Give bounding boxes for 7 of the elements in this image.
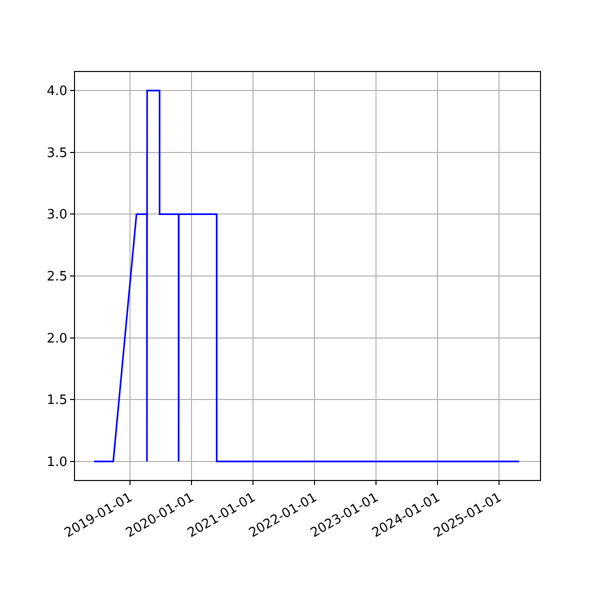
y-tick-label: 2.0 xyxy=(46,331,68,346)
y-tick-label: 4.0 xyxy=(46,84,68,100)
y-tick-label: 3.5 xyxy=(46,146,68,161)
y-tick-label: 3.0 xyxy=(46,208,68,223)
y-tick-label: 2.5 xyxy=(46,270,68,285)
y-tick-label: 1.5 xyxy=(46,393,68,408)
y-tick-label: 1.0 xyxy=(46,455,68,470)
